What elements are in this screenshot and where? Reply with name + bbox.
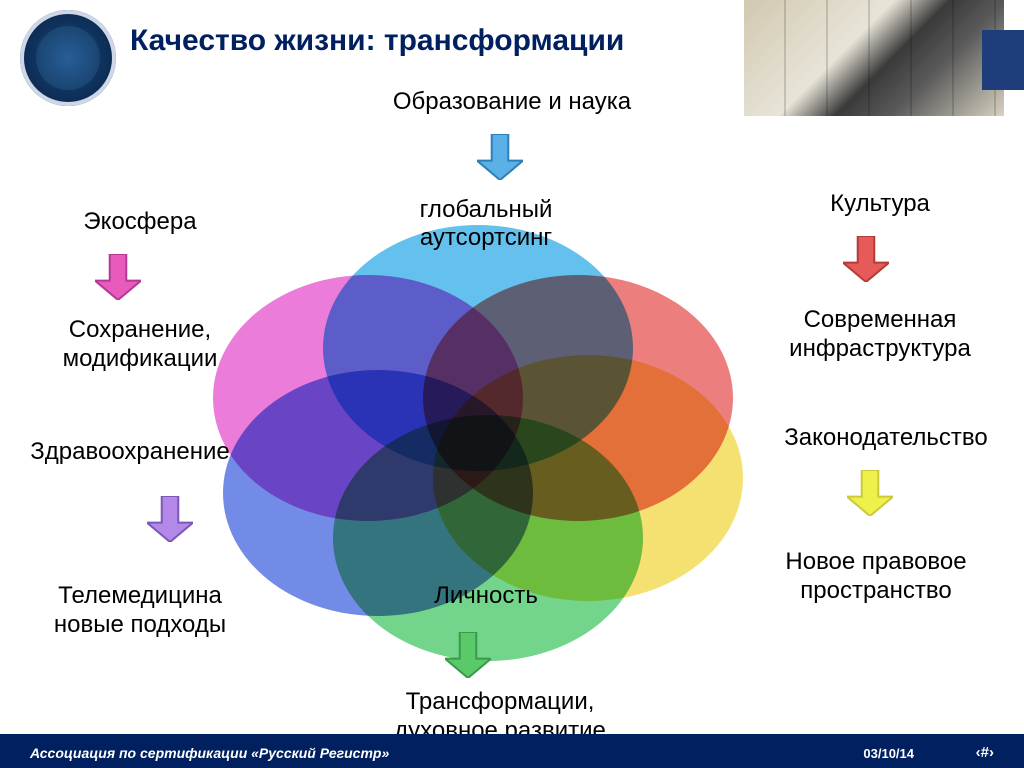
label-right2: Современная инфраструктура [680,306,1024,364]
arrow-left1 [95,254,141,300]
footer-bar: Ассоциация по сертификации «Русский Реги… [0,734,1024,768]
arrow-top [477,134,523,180]
label-left3: Здравоохранение [0,438,330,467]
label-top: Образование и наука [312,88,712,117]
label-centerTop: глобальный аутсортсинг [286,196,686,252]
header-accent-block [982,30,1024,90]
label-centerBot: Личность [286,582,686,610]
footer-date: 03/10/14 [863,746,914,761]
venn-circle-5 [213,275,523,521]
footer-org: Ассоциация по сертификации «Русский Реги… [30,745,389,761]
arrow-right1 [843,236,889,282]
arrow-right3 [847,470,893,516]
page-title: Качество жизни: трансформации [130,24,624,58]
arrow-left3 [147,496,193,542]
label-right1: Культура [680,190,1024,219]
label-left2: Сохранение, модификации [0,316,340,374]
label-right3: Законодательство [686,424,1024,453]
label-right4: Новое правовое пространство [676,548,1024,606]
footer-page: ‹#› [976,744,994,761]
org-logo [20,10,116,106]
header-photo [744,0,1004,116]
arrow-bot [445,632,491,678]
